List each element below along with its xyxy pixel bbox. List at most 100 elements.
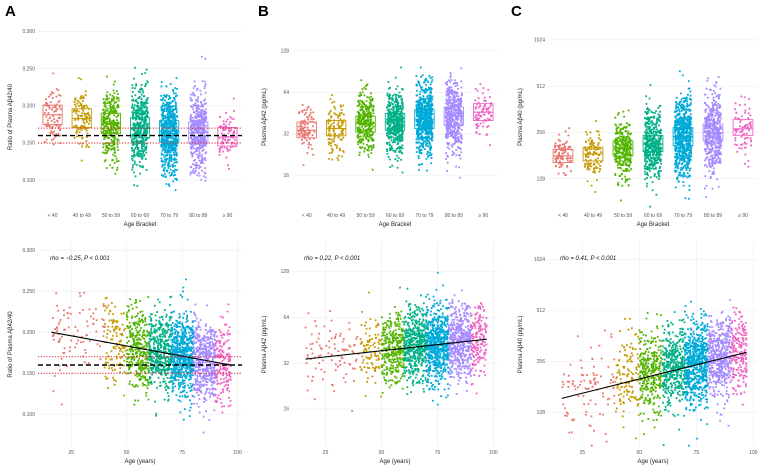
data-point <box>87 111 90 114</box>
data-point <box>364 104 367 107</box>
data-point <box>622 137 625 140</box>
data-point <box>429 132 432 135</box>
data-point <box>426 123 429 126</box>
data-point <box>431 79 434 81</box>
data-point <box>393 150 396 153</box>
data-point <box>204 135 207 138</box>
data-point <box>166 149 168 151</box>
data-point <box>624 181 627 183</box>
data-point <box>48 125 51 128</box>
data-point <box>361 91 364 94</box>
data-point <box>362 135 365 138</box>
data-point <box>139 172 141 175</box>
data-point <box>424 122 426 125</box>
data-point <box>619 129 622 131</box>
data-point <box>429 96 432 99</box>
data-point <box>554 142 557 145</box>
data-point <box>221 127 224 130</box>
data-point <box>171 169 174 172</box>
data-point <box>623 156 626 159</box>
data-point <box>625 178 628 181</box>
data-point <box>386 148 388 151</box>
data-point <box>589 141 592 144</box>
data-point <box>396 116 399 118</box>
data-point <box>102 115 105 118</box>
data-point <box>340 109 343 111</box>
data-point <box>449 119 452 122</box>
data-point <box>113 97 115 100</box>
data-point <box>146 102 149 104</box>
data-point <box>189 118 192 121</box>
data-point <box>368 106 371 109</box>
data-point <box>399 147 401 150</box>
data-point <box>397 142 400 144</box>
data-point <box>359 129 362 132</box>
data-point <box>398 96 400 98</box>
data-point <box>103 160 106 163</box>
data-point <box>402 88 404 91</box>
data-point <box>658 124 660 127</box>
data-point <box>394 111 397 114</box>
data-point <box>109 93 111 96</box>
data-point <box>342 129 345 132</box>
data-point <box>455 118 457 120</box>
data-point <box>226 148 229 151</box>
data-point <box>102 127 105 129</box>
data-point <box>399 115 402 117</box>
data-point <box>106 109 109 112</box>
data-point <box>54 110 57 113</box>
data-point <box>341 122 343 125</box>
data-point <box>132 99 135 102</box>
data-point <box>78 131 81 133</box>
data-point <box>45 138 48 141</box>
data-point <box>110 100 113 102</box>
data-point <box>226 127 229 129</box>
data-point <box>85 145 88 148</box>
data-point <box>173 126 176 128</box>
data-point <box>653 115 656 118</box>
data-point <box>419 99 422 101</box>
data-point <box>356 126 359 129</box>
data-point <box>142 140 145 143</box>
data-point <box>658 147 661 150</box>
data-point <box>398 137 401 140</box>
data-point <box>370 138 373 141</box>
data-point <box>59 129 61 132</box>
data-point <box>196 164 199 166</box>
data-point <box>341 155 343 158</box>
data-point <box>196 87 199 90</box>
data-point <box>105 136 107 138</box>
data-point <box>140 152 143 155</box>
data-point <box>143 111 145 114</box>
data-point <box>456 122 459 125</box>
data-point <box>358 138 361 141</box>
data-point <box>555 164 557 167</box>
data-point <box>460 111 463 113</box>
data-point <box>111 135 114 138</box>
data-point <box>143 122 146 125</box>
data-point <box>194 164 196 166</box>
data-point <box>300 138 303 141</box>
data-point <box>57 101 60 104</box>
data-point <box>301 133 304 136</box>
data-point <box>297 125 300 128</box>
data-point <box>168 118 171 121</box>
data-point <box>73 109 76 111</box>
data-point <box>340 138 343 141</box>
data-point <box>76 130 78 133</box>
data-point <box>657 113 660 116</box>
data-point <box>170 156 172 159</box>
data-point <box>146 125 148 128</box>
data-point <box>175 125 178 128</box>
data-point <box>132 117 134 120</box>
data-point <box>395 127 398 130</box>
data-point <box>368 112 371 115</box>
data-point <box>142 91 145 94</box>
data-point <box>190 120 193 122</box>
data-point <box>141 89 144 92</box>
data-point <box>477 114 479 116</box>
data-point <box>46 119 49 122</box>
data-point <box>445 114 448 117</box>
data-point <box>55 133 58 135</box>
data-point <box>614 158 616 161</box>
